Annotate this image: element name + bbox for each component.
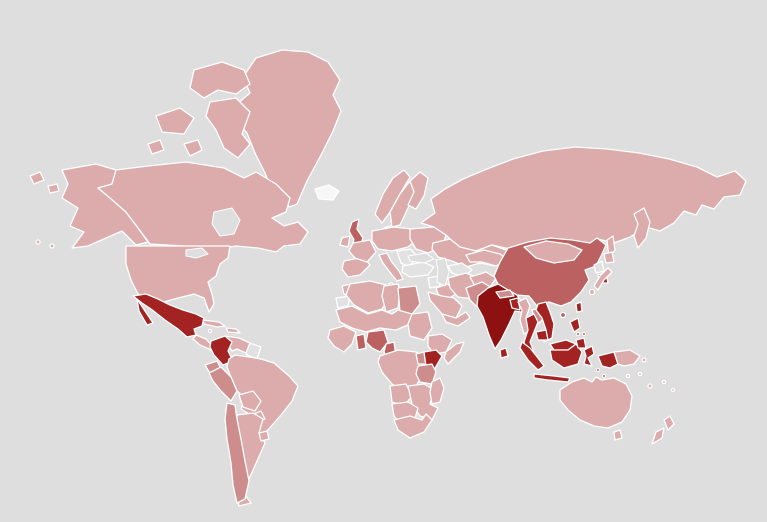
country-philippines-visayas-2[interactable]	[581, 331, 587, 337]
country-western-sahara[interactable]	[335, 295, 351, 309]
country-caribbean-jamaica[interactable]	[207, 328, 213, 334]
country-pacific-3[interactable]	[670, 387, 676, 393]
country-russia[interactable]	[420, 146, 747, 252]
country-nigeria[interactable]	[365, 329, 389, 353]
country-mongolia[interactable]	[523, 240, 583, 264]
country-bangladesh[interactable]	[509, 297, 521, 311]
country-somalia[interactable]	[443, 341, 465, 365]
country-australia-tasmania[interactable]	[613, 429, 623, 441]
country-china-hainan[interactable]	[559, 311, 567, 319]
country-mexico-baja[interactable]	[136, 298, 154, 326]
country-algeria[interactable]	[345, 280, 391, 314]
country-png-new-britain[interactable]	[641, 357, 647, 363]
country-new-zealand-south[interactable]	[651, 427, 665, 445]
country-taiwan[interactable]	[575, 301, 583, 313]
country-caribbean[interactable]	[225, 327, 241, 334]
country-united-states-aleutians-2[interactable]	[35, 239, 41, 245]
country-finland[interactable]	[407, 171, 429, 210]
country-indonesia-papua[interactable]	[597, 351, 619, 369]
country-bolivia[interactable]	[238, 390, 262, 412]
great-lakes-water	[185, 247, 209, 259]
country-norway[interactable]	[374, 169, 411, 224]
country-sudan[interactable]	[407, 311, 433, 341]
country-uruguay[interactable]	[258, 430, 270, 442]
country-cuba[interactable]	[202, 319, 226, 328]
country-canada-arctic-2[interactable]	[155, 107, 195, 135]
country-japan-honshu[interactable]	[593, 267, 613, 291]
country-balkans[interactable]	[396, 248, 418, 268]
country-iceland[interactable]	[314, 184, 340, 201]
country-central-europe[interactable]	[371, 226, 419, 252]
country-madagascar[interactable]	[429, 377, 445, 405]
country-ghana[interactable]	[355, 333, 367, 351]
country-angola[interactable]	[389, 383, 413, 407]
country-north-korea[interactable]	[593, 260, 605, 274]
country-pacific-4[interactable]	[637, 371, 643, 377]
caspian-sea-water	[435, 257, 450, 287]
country-italy[interactable]	[378, 252, 404, 282]
country-pacific-5[interactable]	[625, 373, 631, 379]
country-sri-lanka[interactable]	[499, 347, 509, 359]
country-united-states[interactable]	[125, 245, 231, 313]
country-new-zealand-north[interactable]	[663, 415, 675, 431]
country-west-africa[interactable]	[327, 325, 357, 353]
country-philippines-luzon[interactable]	[569, 317, 581, 333]
country-pacific-1[interactable]	[647, 383, 653, 389]
country-indonesia-maluku-2[interactable]	[601, 373, 607, 379]
country-ireland[interactable]	[339, 235, 351, 248]
country-south-africa[interactable]	[393, 413, 433, 439]
country-indonesia-java[interactable]	[533, 373, 571, 383]
country-canada-arctic-5[interactable]	[147, 139, 165, 155]
country-peru[interactable]	[208, 366, 238, 402]
country-nepal[interactable]	[495, 289, 515, 299]
country-thailand[interactable]	[523, 313, 539, 355]
country-russia-wrap-1[interactable]	[29, 171, 45, 185]
country-canada-arctic-1[interactable]	[189, 61, 251, 99]
country-russia-kamchatka[interactable]	[633, 207, 651, 249]
country-united-states-aleutians[interactable]	[49, 243, 55, 249]
country-canada[interactable]	[97, 161, 309, 253]
country-australia[interactable]	[559, 376, 633, 429]
country-cambodia[interactable]	[535, 329, 549, 341]
country-libya[interactable]	[381, 283, 401, 313]
country-mexico[interactable]	[132, 293, 205, 338]
country-canada-arctic-3[interactable]	[205, 97, 251, 159]
black-sea-water	[407, 252, 435, 264]
country-indonesia-sumatra[interactable]	[519, 341, 545, 371]
country-japan-hokkaido[interactable]	[603, 251, 615, 264]
country-pacific-2[interactable]	[661, 379, 667, 385]
country-indonesia-maluku-1[interactable]	[595, 367, 601, 373]
country-yemen-oman[interactable]	[441, 311, 471, 327]
country-papua-new-guinea[interactable]	[613, 349, 641, 367]
hudson-bay-water	[211, 207, 241, 237]
country-indonesia-sulawesi[interactable]	[583, 345, 595, 367]
country-indonesia-kalimantan[interactable]	[549, 343, 583, 369]
country-france[interactable]	[348, 239, 377, 263]
country-saudi-arabia[interactable]	[427, 291, 463, 319]
country-philippines-visayas-1[interactable]	[575, 331, 581, 337]
country-japan-kyushu[interactable]	[588, 288, 596, 296]
country-russia-wrap-2[interactable]	[47, 183, 60, 194]
country-egypt[interactable]	[397, 285, 421, 315]
country-canada-arctic-4[interactable]	[183, 139, 203, 157]
country-chile[interactable]	[224, 402, 250, 504]
country-philippines-mindanao[interactable]	[575, 337, 587, 349]
